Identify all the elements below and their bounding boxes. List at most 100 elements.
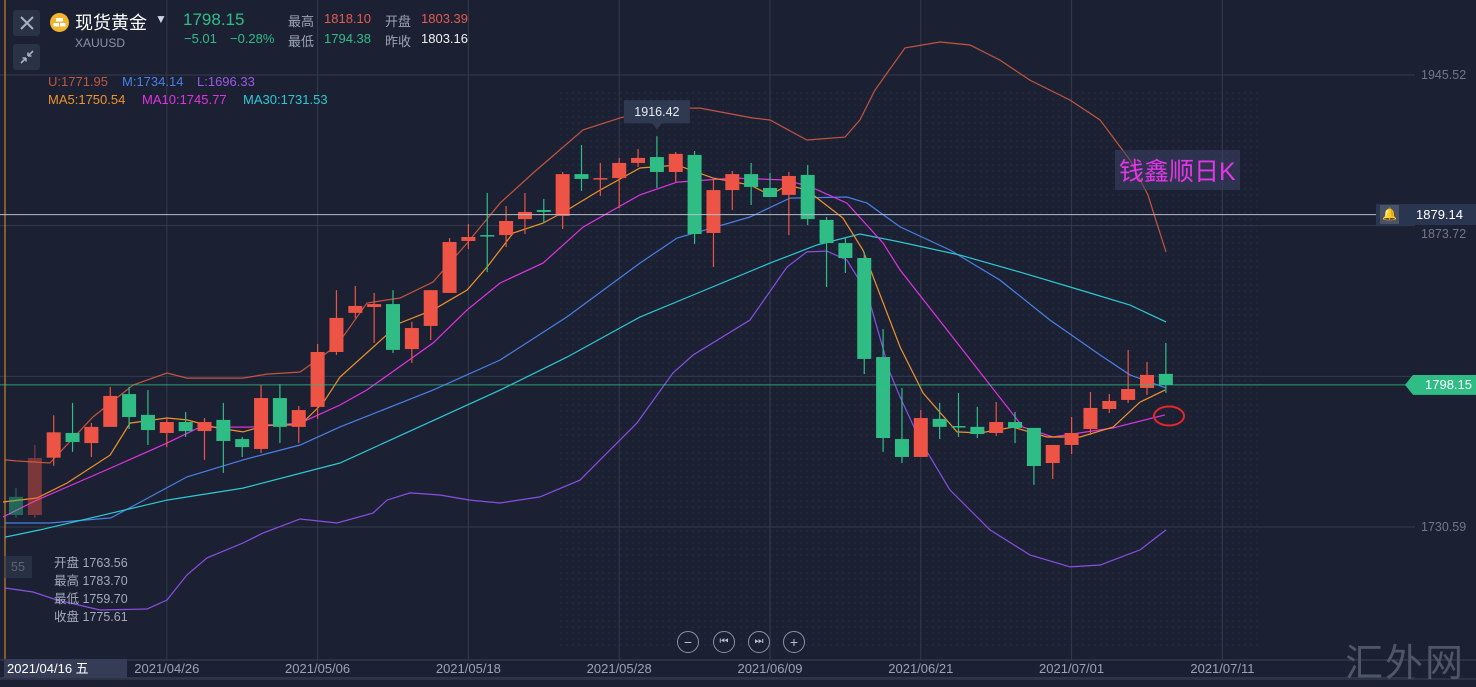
bell-icon[interactable]: 🔔	[1380, 204, 1399, 224]
candle	[216, 402, 231, 473]
watermark-label: 钱鑫顺日K	[1115, 150, 1240, 190]
candle-body	[404, 328, 419, 350]
price-change-percent: −0.28%	[230, 31, 275, 46]
candle-body	[103, 395, 118, 427]
low-value: 1794.38	[324, 31, 371, 46]
candle-body	[951, 426, 966, 428]
candle	[272, 383, 287, 444]
instrument-title[interactable]: 现货黄金	[75, 13, 147, 33]
candle	[386, 290, 400, 354]
candle	[781, 171, 796, 236]
candle-body	[932, 418, 947, 427]
candle	[310, 344, 325, 419]
scroll-next-button[interactable]: ⏭	[748, 631, 770, 653]
tooltip-high: 最高 1783.70	[54, 574, 128, 588]
candle-body	[989, 422, 1004, 433]
last-price: 1798.15	[183, 10, 245, 29]
high-value: 1818.10	[324, 11, 371, 26]
candle	[744, 162, 759, 206]
candle-body	[725, 174, 740, 191]
candle	[65, 402, 80, 452]
candle-body	[857, 258, 872, 359]
tooltip-low: 最低 1759.70	[54, 592, 128, 606]
candle	[1026, 427, 1041, 485]
x-axis-label: 2021/05/28	[586, 661, 652, 676]
max-price-tooltip	[623, 100, 690, 130]
candle-body	[159, 422, 174, 433]
candle	[631, 149, 646, 167]
alert-price-tag[interactable]: 🔔 1879.14	[1376, 203, 1476, 225]
tooltip-open: 开盘 1763.56	[54, 556, 128, 570]
candle	[442, 238, 457, 293]
candle	[159, 416, 174, 448]
candle	[1121, 349, 1136, 403]
close-button[interactable]	[13, 10, 40, 36]
candle-body	[838, 243, 853, 259]
zoom-out-button[interactable]: −	[677, 631, 699, 653]
tooltip-close: 收盘 1775.61	[54, 610, 128, 624]
candle	[1008, 411, 1023, 444]
candle-body	[1158, 373, 1173, 385]
candle	[555, 171, 570, 229]
x-axis-label: 2021/05/18	[435, 661, 501, 676]
candle-body	[517, 211, 532, 220]
x-axis-label: 2021/04/26	[134, 661, 200, 676]
candle	[178, 411, 193, 437]
candle	[197, 418, 212, 460]
candle-body	[1008, 422, 1023, 428]
candle-body	[122, 394, 137, 417]
candle	[593, 162, 608, 196]
candle-body	[744, 174, 759, 187]
legend-boll-l: L:1696.33	[197, 74, 255, 89]
candle-body	[140, 414, 155, 431]
candle	[725, 170, 740, 211]
candle	[1102, 394, 1117, 413]
candle-body	[291, 410, 306, 427]
candle	[140, 390, 155, 445]
candle	[763, 173, 777, 198]
candle-body	[706, 190, 721, 233]
candle	[574, 145, 589, 191]
candle	[291, 406, 306, 444]
brand-watermark: 汇外网	[1345, 641, 1466, 685]
candle	[122, 386, 137, 429]
candle-body	[461, 236, 476, 241]
candle-body	[442, 242, 457, 293]
line-ma30	[4, 233, 1167, 538]
candle-body	[367, 304, 382, 308]
max-price-label: 1916.42	[634, 105, 679, 119]
candle-body	[480, 235, 495, 237]
scroll-prev-button[interactable]: ⏮	[713, 631, 735, 653]
candle	[612, 157, 627, 208]
candle	[687, 150, 702, 244]
line-ma10	[2, 177, 1166, 518]
candle-body	[1121, 389, 1136, 400]
candle-body	[1045, 444, 1060, 464]
candle	[876, 329, 891, 452]
candle	[423, 290, 438, 341]
legend-ma10: MA10:1745.77	[142, 92, 227, 107]
candle	[989, 402, 1004, 436]
candle	[517, 193, 532, 235]
candle	[9, 488, 23, 518]
candle-body	[913, 418, 928, 457]
instrument-symbol: XAUUSD	[75, 36, 126, 50]
caret-down-icon[interactable]: ▼	[155, 12, 167, 26]
candle-body	[631, 157, 646, 163]
candle	[649, 136, 664, 188]
crosshair-price-label: 55	[4, 556, 32, 578]
high-label: 最高	[288, 14, 315, 29]
candle-body	[386, 304, 400, 350]
candle	[84, 422, 99, 457]
shrink-button[interactable]	[13, 44, 40, 70]
candle	[668, 152, 683, 183]
line-boll_l	[5, 250, 1167, 611]
candle-body	[555, 174, 570, 216]
candle-body	[1102, 401, 1117, 409]
candle	[461, 223, 476, 249]
candle-body	[329, 317, 344, 353]
crosshair-date-label: 2021/04/16 五	[4, 659, 127, 678]
line-boll_m	[5, 196, 1167, 524]
zoom-in-button[interactable]: +	[783, 631, 805, 653]
